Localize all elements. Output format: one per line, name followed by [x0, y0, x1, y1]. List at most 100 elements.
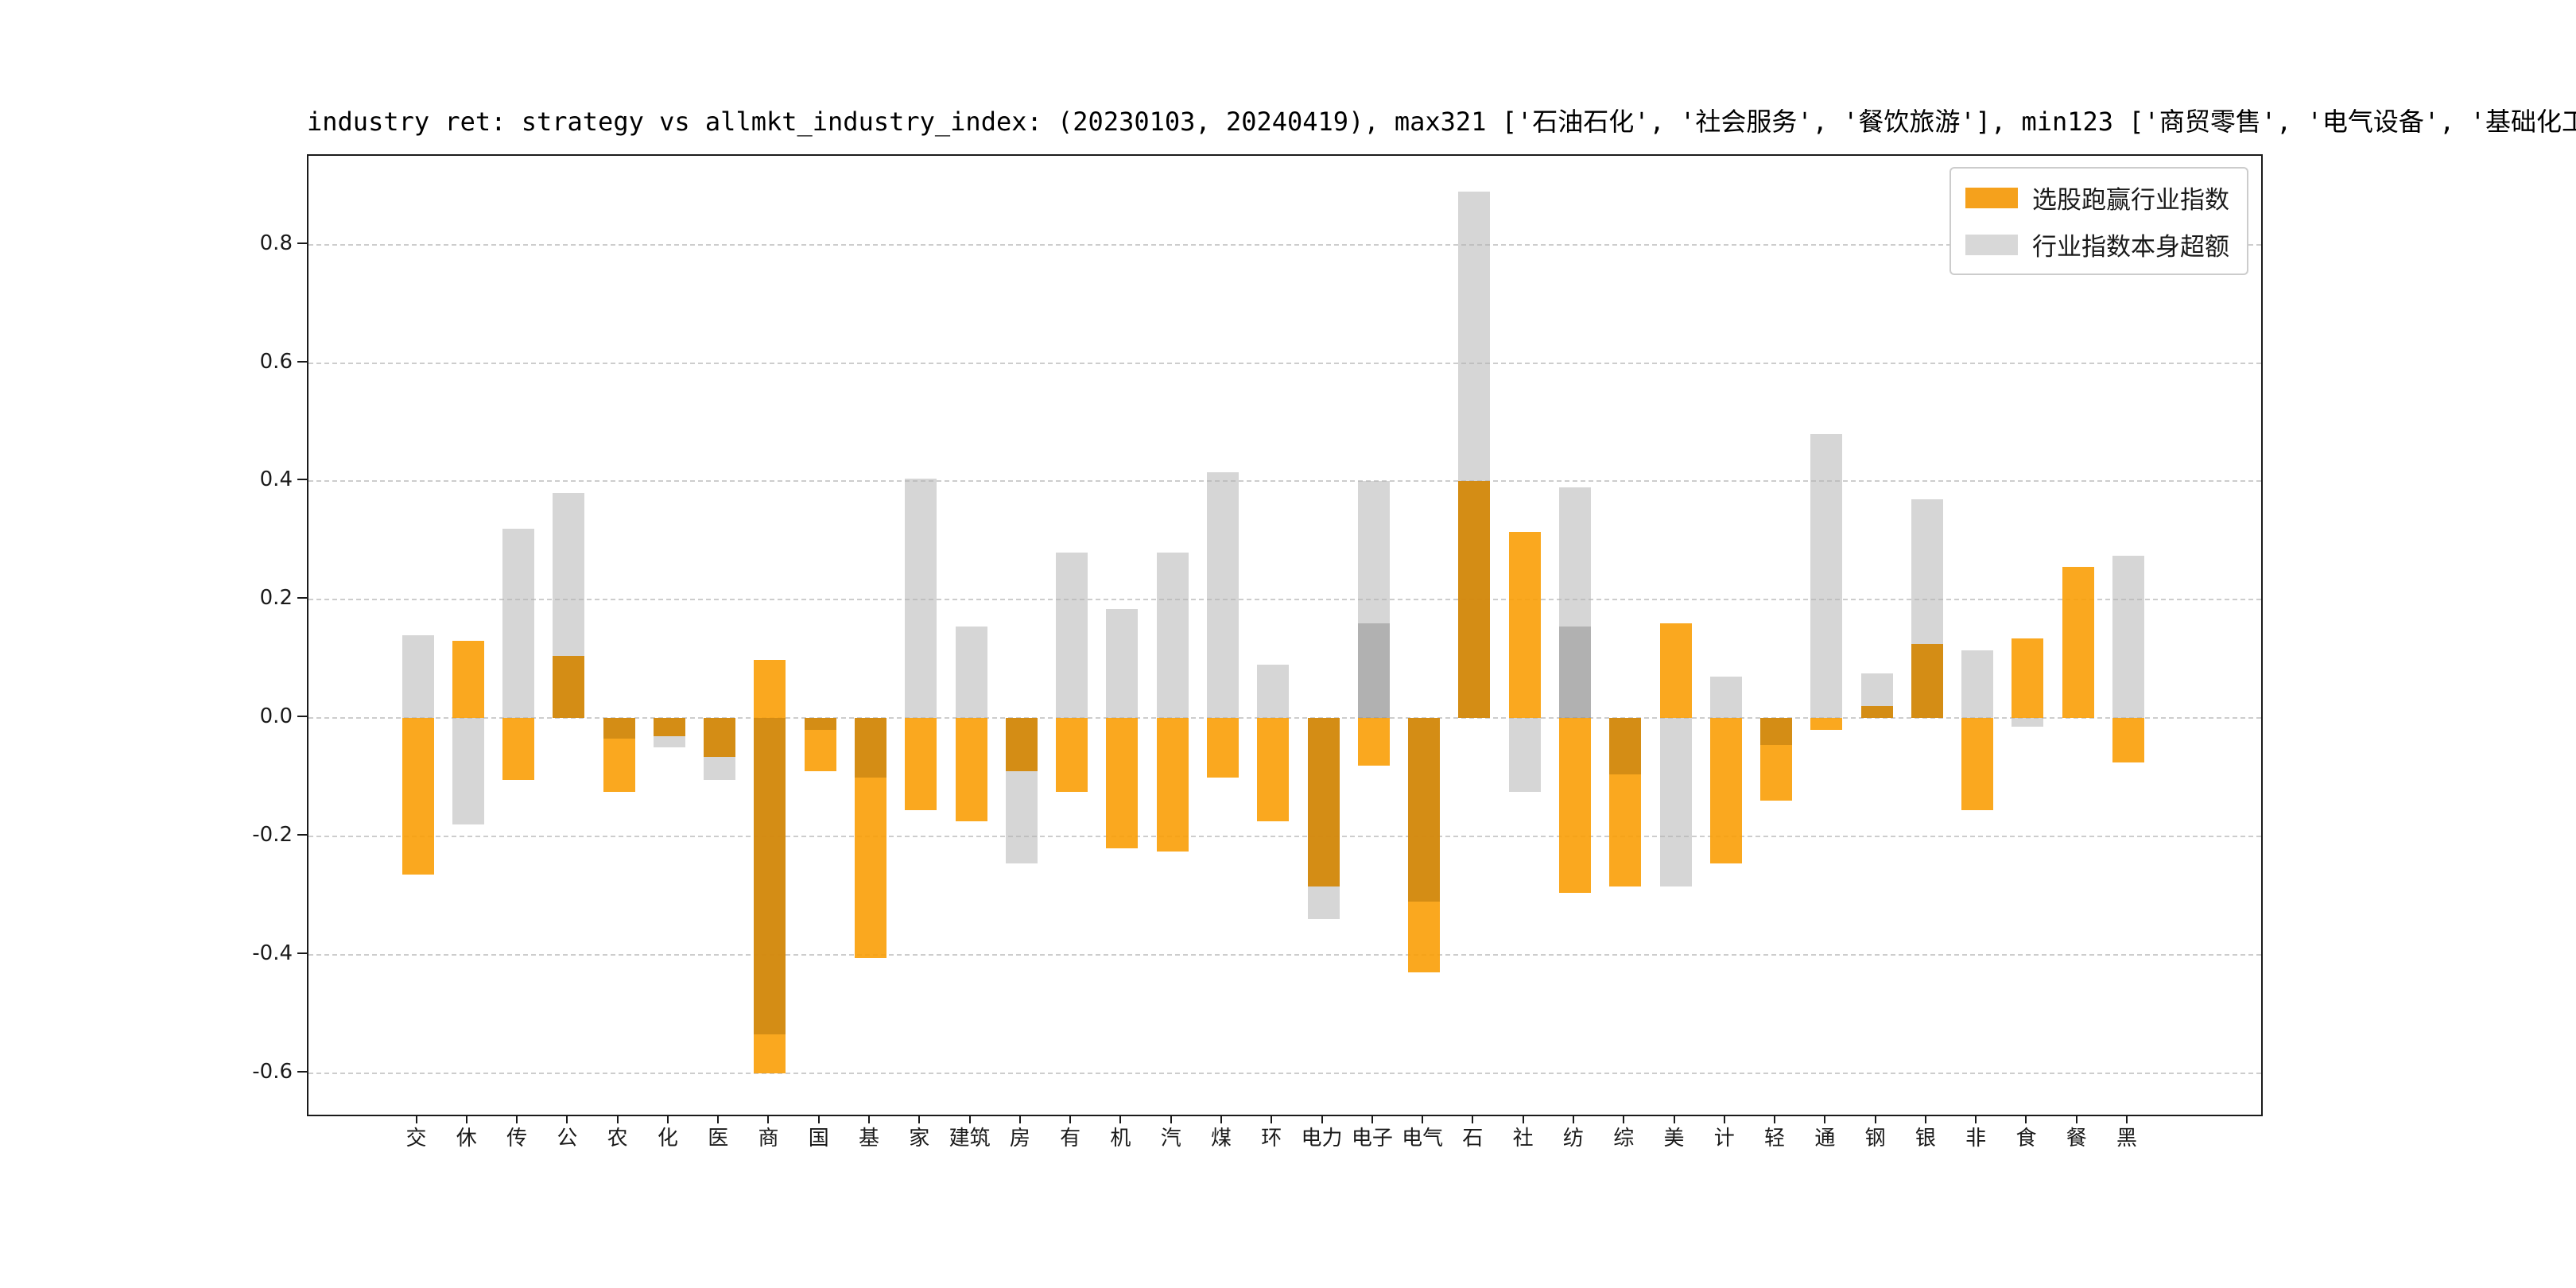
bar-orange-农 — [603, 718, 635, 793]
xtick-label-休: 休 — [456, 1127, 477, 1150]
xtick-mark-钢 — [1874, 1115, 1876, 1123]
xtick-mark-化 — [666, 1115, 669, 1123]
xtick-label-轻: 轻 — [1764, 1127, 1786, 1150]
bar-overlap-银 — [1911, 644, 1943, 719]
bar-orange-有 — [1056, 718, 1088, 793]
xtick-label-电气: 电气 — [1402, 1127, 1444, 1150]
ytick-mark--0.6 — [297, 1070, 307, 1073]
bar-orange-电气 — [1408, 718, 1441, 973]
xtick-label-家: 家 — [909, 1127, 930, 1150]
xtick-label-机: 机 — [1110, 1127, 1131, 1150]
xtick-mark-电气 — [1422, 1115, 1424, 1123]
gridline--0.2 — [308, 836, 2261, 838]
xtick-label-有: 有 — [1060, 1127, 1081, 1150]
bar-orange-汽 — [1156, 718, 1189, 852]
ytick-label-0.8: 0.8 — [259, 231, 293, 255]
bar-gray-环 — [1257, 665, 1290, 719]
bar-gray-纺 — [1558, 487, 1591, 719]
xtick-label-环: 环 — [1261, 1127, 1282, 1150]
bar-orange-房 — [1005, 718, 1038, 772]
legend-label-industry: 行业指数本身超额 — [2032, 233, 2229, 262]
bar-orange-环 — [1257, 718, 1290, 822]
bar-orange-化 — [653, 718, 685, 736]
xtick-mark-电力 — [1321, 1115, 1323, 1123]
bar-orange-基 — [855, 718, 887, 958]
bar-gray-食 — [2012, 718, 2044, 727]
legend-item-industry: 行业指数本身超额 — [1965, 227, 2229, 262]
ytick-label-0.2: 0.2 — [259, 586, 293, 611]
xtick-label-煤: 煤 — [1210, 1127, 1232, 1150]
bar-overlap-钢 — [1860, 706, 1893, 719]
bar-orange-银 — [1911, 644, 1943, 719]
bar-orange-煤 — [1206, 718, 1239, 778]
xtick-mark-交 — [415, 1115, 417, 1123]
bar-orange-轻 — [1760, 718, 1793, 801]
xtick-mark-家 — [918, 1115, 921, 1123]
gridline--0.4 — [308, 954, 2261, 956]
bar-gray-电子 — [1357, 481, 1390, 719]
bar-gray-汽 — [1156, 552, 1189, 719]
xtick-label-化: 化 — [657, 1127, 678, 1150]
bar-overlap-石 — [1458, 481, 1491, 719]
bar-gray-交 — [402, 635, 434, 719]
bar-orange-通 — [1810, 718, 1843, 731]
xtick-mark-煤 — [1220, 1115, 1222, 1123]
xtick-label-汽: 汽 — [1160, 1127, 1181, 1150]
bar-gray-有 — [1056, 552, 1088, 719]
xtick-mark-轻 — [1774, 1115, 1776, 1123]
xtick-label-食: 食 — [2015, 1127, 2037, 1150]
bar-gray2-电子 — [1357, 623, 1390, 719]
ytick-mark-0.6 — [297, 360, 307, 363]
xtick-label-传: 传 — [506, 1127, 528, 1150]
bar-orange-公 — [553, 656, 585, 719]
legend: 选股跑赢行业指数 行业指数本身超额 — [1949, 167, 2248, 275]
bar-orange-计 — [1709, 718, 1742, 863]
xtick-label-电力: 电力 — [1301, 1127, 1343, 1150]
xtick-mark-传 — [516, 1115, 518, 1123]
xtick-mark-休 — [465, 1115, 467, 1123]
xtick-mark-综 — [1623, 1115, 1625, 1123]
chart-title: industry ret: strategy vs allmkt_industr… — [307, 107, 2576, 137]
ytick-label-0.0: 0.0 — [259, 704, 293, 729]
bar-gray-家 — [905, 478, 937, 719]
xtick-mark-计 — [1723, 1115, 1725, 1123]
xtick-mark-餐 — [2075, 1115, 2077, 1123]
bar-orange-纺 — [1558, 718, 1591, 893]
bar-orange-传 — [502, 718, 535, 781]
xtick-mark-电子 — [1371, 1115, 1373, 1123]
ytick-label-0.6: 0.6 — [259, 349, 293, 374]
xtick-mark-农 — [616, 1115, 619, 1123]
bar-gray-通 — [1810, 433, 1843, 719]
bar-overlap-电气 — [1408, 718, 1441, 902]
bar-orange-电力 — [1307, 718, 1340, 887]
bar-overlap-基 — [855, 718, 887, 778]
ytick-mark--0.2 — [297, 834, 307, 836]
xtick-label-房: 房 — [1009, 1127, 1030, 1150]
xtick-mark-房 — [1018, 1115, 1021, 1123]
xtick-label-黑: 黑 — [2116, 1127, 2138, 1150]
xtick-mark-医 — [717, 1115, 720, 1123]
bar-orange-国 — [804, 718, 836, 772]
xtick-label-国: 国 — [808, 1127, 829, 1150]
bar-overlap-国 — [804, 718, 836, 731]
bar-orange-家 — [905, 718, 937, 810]
xtick-label-非: 非 — [1965, 1127, 1987, 1150]
xtick-mark-食 — [2025, 1115, 2027, 1123]
legend-item-strategy: 选股跑赢行业指数 — [1965, 180, 2229, 215]
bar-gray-非 — [1961, 650, 1994, 719]
bar-orange-餐 — [2062, 567, 2094, 719]
xtick-label-电子: 电子 — [1351, 1127, 1393, 1150]
bar-overlap-电力 — [1307, 718, 1340, 887]
bar-overlap-商 — [754, 718, 786, 1035]
xtick-mark-环 — [1271, 1115, 1273, 1123]
gridline-0.8 — [308, 243, 2261, 246]
bar-gray-机 — [1106, 608, 1139, 719]
xtick-label-交: 交 — [405, 1127, 427, 1150]
bar-orange-钢 — [1860, 706, 1893, 719]
xtick-label-农: 农 — [607, 1127, 628, 1150]
xtick-label-银: 银 — [1915, 1127, 1936, 1150]
bar-overlap-农 — [603, 718, 635, 739]
xtick-label-商: 商 — [758, 1127, 779, 1150]
xtick-label-综: 综 — [1613, 1127, 1635, 1150]
